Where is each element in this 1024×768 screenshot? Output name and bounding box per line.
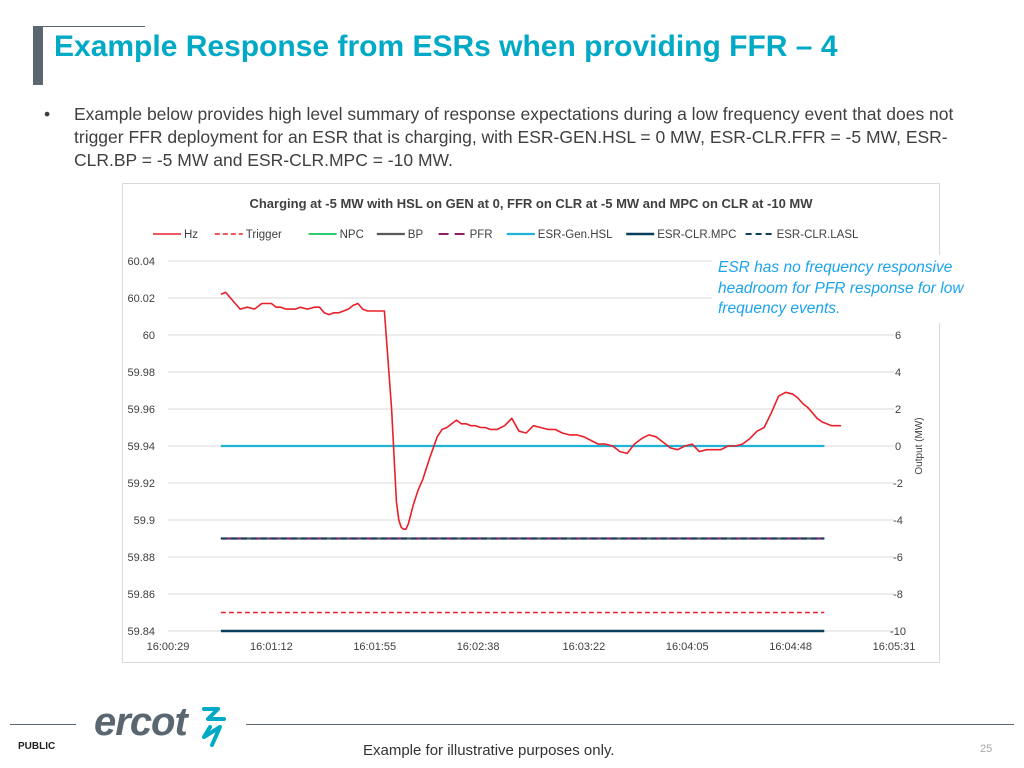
ercot-logo-text: ercot xyxy=(94,700,189,744)
footer-note: Example for illustrative purposes only. xyxy=(363,742,615,759)
y-tick-label: 59.94 xyxy=(127,441,155,453)
legend-label-4: PFR xyxy=(470,229,493,241)
legend-label-2: NPC xyxy=(340,229,364,241)
y-tick-label: 59.92 xyxy=(127,478,155,490)
y2-tick-label: -8 xyxy=(893,589,903,601)
title-accent-bar xyxy=(33,27,43,85)
x-tick-label: 16:05:31 xyxy=(873,641,916,653)
x-tick-label: 16:00:29 xyxy=(147,641,190,653)
legend-label-5: ESR-Gen.HSL xyxy=(538,229,613,241)
bullet-dot-icon: • xyxy=(44,104,51,124)
ercot-logo: ercot xyxy=(94,700,226,747)
y2-tick-label: 2 xyxy=(895,404,901,416)
page-number: 25 xyxy=(980,743,993,755)
y2-tick-label: -2 xyxy=(893,478,903,490)
y2-axis-label: Output (MW) xyxy=(914,417,925,474)
footer-line-right xyxy=(246,724,1014,725)
y-tick-label: 59.84 xyxy=(127,626,155,638)
slide-title: Example Response from ESRs when providin… xyxy=(54,30,838,63)
y-tick-label: 60 xyxy=(143,330,155,342)
x-tick-label: 16:01:55 xyxy=(353,641,396,653)
y-tick-label: 59.98 xyxy=(127,367,155,379)
bullet-text: Example below provides high level summar… xyxy=(74,104,954,170)
x-tick-label: 16:01:12 xyxy=(250,641,293,653)
title-accent-line xyxy=(33,26,145,27)
legend-label-6: ESR-CLR.MPC xyxy=(657,229,736,241)
y2-tick-label: 0 xyxy=(895,441,901,453)
footer-line-left xyxy=(10,724,76,725)
y2-tick-label: -4 xyxy=(893,515,903,527)
chart-svg: Charging at -5 MW with HSL on GEN at 0, … xyxy=(127,196,925,653)
legend-label-3: BP xyxy=(408,229,424,241)
bullet-paragraph: • Example below provides high level summ… xyxy=(44,103,974,172)
y-tick-label: 60.02 xyxy=(127,293,155,305)
callout-annotation: ESR has no frequency responsive headroom… xyxy=(712,255,986,323)
y2-tick-label: 4 xyxy=(895,367,901,379)
series-line-0 xyxy=(220,291,842,531)
y-tick-label: 59.86 xyxy=(127,589,155,601)
ercot-bolt-icon xyxy=(202,707,226,747)
y-tick-label: 59.9 xyxy=(134,515,155,527)
chart-title: Charging at -5 MW with HSL on GEN at 0, … xyxy=(249,196,813,211)
footer-classification: PUBLIC xyxy=(18,741,56,752)
y2-tick-label: 6 xyxy=(895,330,901,342)
legend-label-7: ESR-CLR.LASL xyxy=(777,229,859,241)
x-tick-label: 16:02:38 xyxy=(457,641,500,653)
x-tick-label: 16:04:05 xyxy=(666,641,709,653)
y2-tick-label: -10 xyxy=(890,626,906,638)
legend-label-1: Trigger xyxy=(246,229,282,241)
x-tick-label: 16:04:48 xyxy=(769,641,812,653)
legend-label-0: Hz xyxy=(184,229,198,241)
x-tick-label: 16:03:22 xyxy=(562,641,605,653)
y-tick-label: 59.88 xyxy=(127,552,155,564)
y-tick-label: 59.96 xyxy=(127,404,155,416)
y-tick-label: 60.04 xyxy=(127,256,155,268)
y2-tick-label: -6 xyxy=(893,552,903,564)
